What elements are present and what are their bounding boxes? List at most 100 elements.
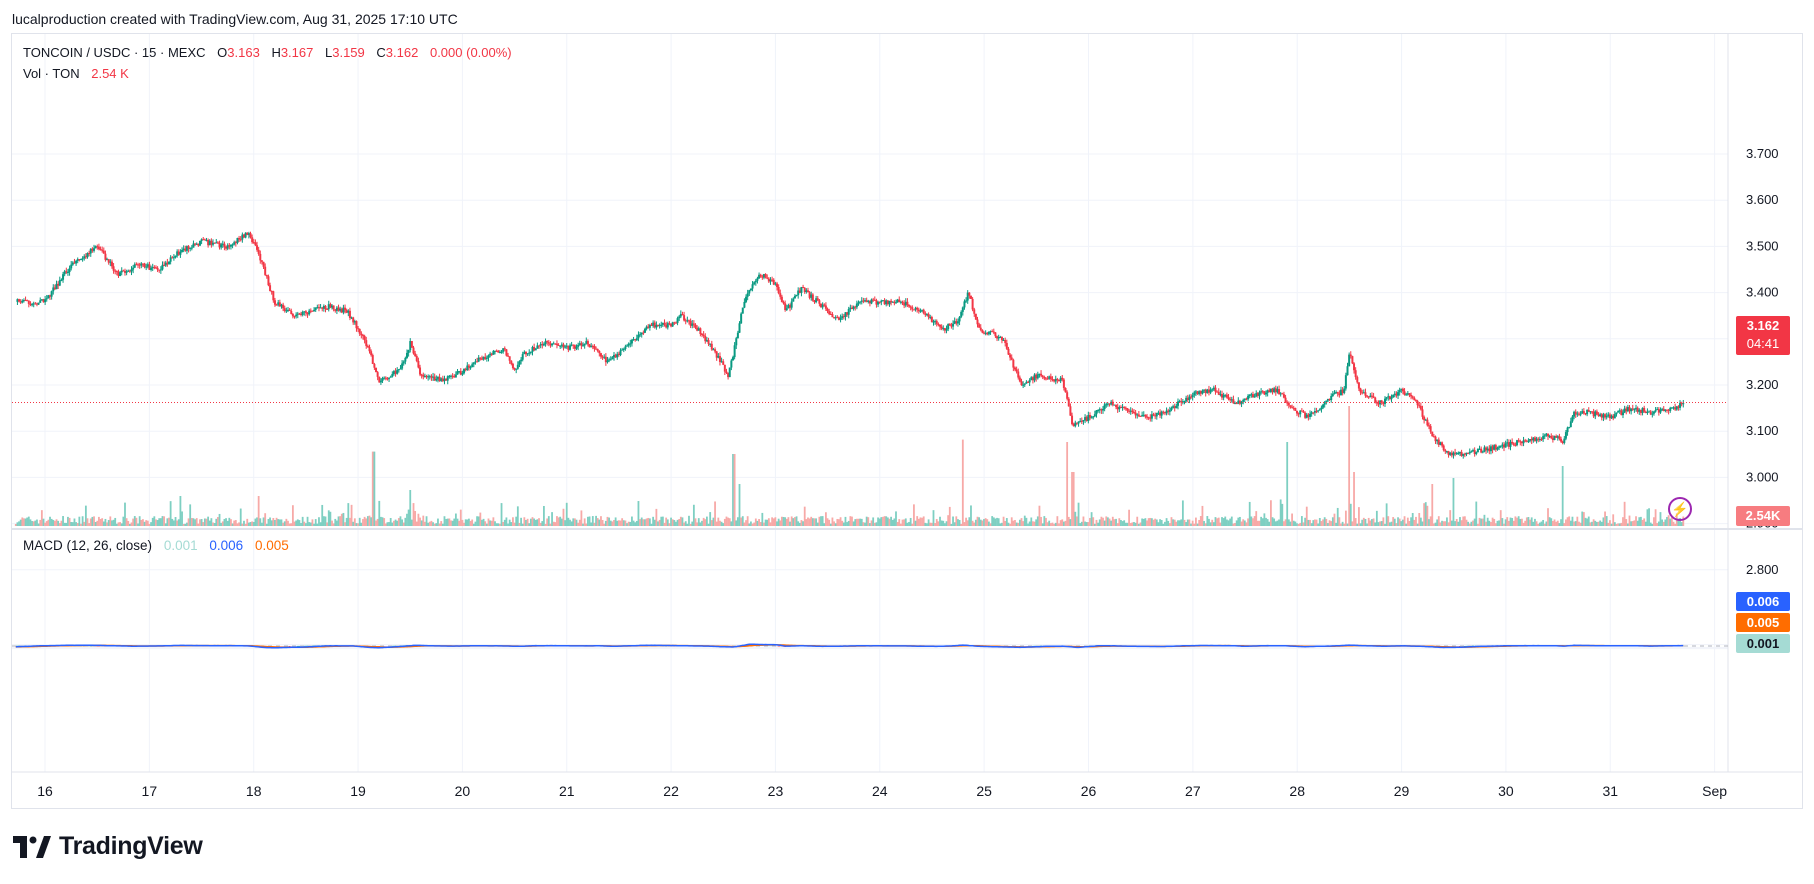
candle-body	[524, 351, 527, 355]
candle-body	[205, 239, 208, 241]
candle-body	[738, 323, 741, 333]
volume-bar	[1268, 521, 1271, 526]
volume-bar	[203, 518, 206, 526]
candle-body	[1175, 405, 1178, 409]
candle-body	[428, 376, 431, 378]
candle-body	[1274, 388, 1277, 393]
volume-bar	[1134, 522, 1137, 526]
candle-body	[564, 346, 567, 348]
volume-bar	[176, 520, 179, 526]
high-label: H	[271, 45, 281, 60]
candle-body	[192, 243, 195, 248]
volume-bar	[1362, 517, 1365, 526]
candle-body	[800, 287, 803, 293]
candle-body	[820, 303, 823, 308]
candle-body	[295, 314, 298, 317]
volume-bar	[383, 518, 386, 526]
candle-body	[1328, 399, 1331, 401]
volume-bar	[399, 516, 402, 526]
volume-bar	[1490, 522, 1492, 526]
candle-body	[123, 270, 126, 273]
candle-body	[542, 343, 545, 346]
volume-bar	[1423, 503, 1426, 526]
volume-bar	[166, 518, 169, 526]
candle-body	[246, 232, 249, 235]
volume-bar	[1079, 523, 1082, 526]
candle-body	[203, 239, 206, 241]
volume-bar	[1069, 519, 1072, 526]
candle-body	[1454, 452, 1457, 454]
candle-body	[370, 351, 373, 356]
candle-body	[1126, 408, 1129, 411]
candle-body	[1273, 388, 1276, 393]
candle-body	[128, 270, 131, 272]
volume-bar	[577, 522, 580, 526]
volume-bar	[1245, 522, 1248, 526]
volume-bar	[1657, 521, 1660, 526]
volume-bar	[1470, 521, 1473, 526]
volume-bar	[1561, 466, 1564, 526]
volume-bar	[195, 518, 198, 526]
candle-body	[981, 329, 984, 333]
symbol-label[interactable]: TONCOIN / USDC · 15 · MEXC	[23, 45, 206, 60]
candle-body	[802, 287, 805, 289]
volume-bar	[593, 522, 596, 526]
volume-bar	[290, 523, 293, 526]
volume-bar	[1294, 521, 1297, 526]
volume-bar	[1553, 519, 1556, 526]
volume-bar	[1193, 523, 1196, 526]
macd-label[interactable]: MACD (12, 26, close)	[23, 538, 153, 553]
volume-bar	[490, 520, 493, 526]
candle-body	[140, 263, 143, 266]
volume-bar	[1356, 523, 1359, 526]
volume-bar	[1672, 521, 1675, 526]
candle-body	[260, 260, 263, 262]
volume-bar	[903, 519, 906, 526]
volume-bar	[846, 522, 848, 526]
macd-signal-value: 0.005	[254, 538, 289, 553]
candle-body	[1390, 397, 1393, 400]
lightning-icon[interactable]: ⚡	[1668, 497, 1692, 521]
candle-body	[1346, 366, 1349, 376]
volume-bar	[714, 501, 716, 526]
candle-body	[340, 308, 343, 313]
volume-bar	[432, 522, 434, 526]
candle-body	[513, 367, 516, 370]
candle-body	[453, 376, 456, 378]
volume-bar	[67, 516, 69, 526]
volume-bar	[1041, 523, 1044, 526]
candle-body	[1180, 401, 1183, 403]
candle-body	[1176, 401, 1179, 406]
candle-body	[216, 242, 219, 244]
volume-bar	[1059, 520, 1062, 526]
candle-body	[1496, 447, 1499, 450]
candle-body	[1054, 378, 1057, 382]
candle-body	[1124, 407, 1127, 409]
volume-label[interactable]: Vol · TON	[23, 66, 80, 81]
candle-body	[1460, 452, 1463, 456]
volume-bar	[1468, 523, 1471, 526]
candle-body	[1170, 408, 1173, 411]
volume-bar	[753, 522, 756, 526]
candle-body	[189, 247, 192, 249]
candle-body	[1563, 438, 1566, 443]
candle-body	[1384, 398, 1387, 404]
volume-bar	[164, 523, 167, 526]
candle-body	[52, 287, 55, 292]
volume-bar	[1164, 521, 1166, 526]
volume-bar	[950, 523, 953, 526]
volume-bar	[1607, 522, 1610, 526]
candle-body	[1344, 375, 1347, 389]
candle-body	[1146, 416, 1149, 418]
volume-bar	[234, 520, 237, 526]
candle-body	[746, 293, 749, 297]
volume-bar	[1602, 517, 1605, 526]
candle-body	[88, 253, 91, 255]
candle-body	[376, 372, 379, 377]
volume-bar	[1082, 516, 1085, 526]
tradingview-logo-icon	[13, 835, 51, 858]
volume-bar	[652, 516, 655, 526]
candle-body	[961, 307, 964, 312]
candle-body	[1240, 401, 1243, 404]
